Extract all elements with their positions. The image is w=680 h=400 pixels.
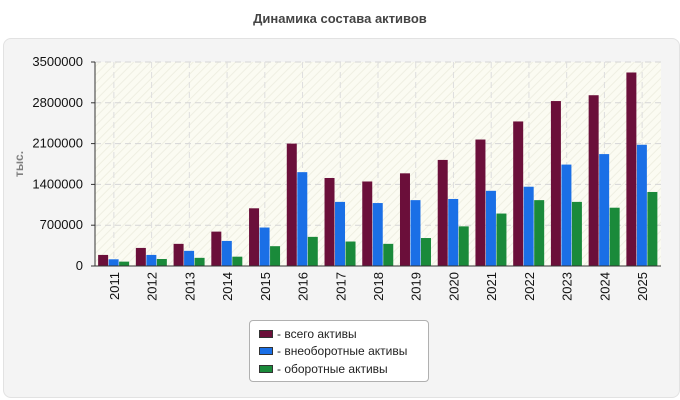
legend-item: - внеоборотные активы — [259, 343, 428, 361]
legend-label: - всего активы — [277, 326, 357, 341]
bar-2012-s3 — [156, 259, 167, 266]
y-tick-label: 700000 — [40, 217, 83, 232]
chart-title: Динамика состава активов — [253, 11, 427, 26]
bar-2025-s2 — [636, 144, 647, 266]
bar-2015-s1 — [249, 208, 260, 266]
bar-2020-s1 — [437, 159, 448, 266]
bar-2014-s2 — [221, 240, 232, 266]
bar-2016-s1 — [286, 143, 297, 266]
bar-2019-s1 — [399, 173, 410, 266]
bar-2013-s1 — [173, 243, 184, 266]
bar-2025-s1 — [626, 72, 637, 267]
x-tick-label: 2025 — [635, 272, 650, 301]
bar-2016-s2 — [297, 172, 308, 266]
bar-2021-s1 — [475, 139, 486, 266]
legend-item: - всего активы — [259, 325, 428, 343]
x-tick-label: 2017 — [333, 272, 348, 301]
x-tick-label: 2024 — [597, 272, 612, 301]
bar-2018-s2 — [372, 203, 383, 266]
bar-2014-s1 — [211, 231, 222, 266]
x-tick-label: 2011 — [107, 272, 122, 300]
bar-2020-s2 — [448, 198, 459, 266]
bars — [98, 72, 658, 267]
bar-2022-s2 — [523, 186, 534, 266]
bar-2011-s1 — [98, 254, 109, 266]
legend: - всего активы - внеоборотные активы - обо… — [249, 320, 429, 382]
bar-2015-s2 — [259, 227, 270, 266]
bar-2011-s3 — [119, 261, 130, 266]
bar-2018-s3 — [383, 243, 394, 266]
legend-label: - оборотные активы — [277, 361, 388, 376]
x-tick-label: 2012 — [145, 272, 160, 301]
x-tick-label: 2016 — [296, 272, 311, 301]
bar-2022-s3 — [534, 200, 545, 266]
bar-2013-s3 — [194, 257, 205, 266]
x-tick-label: 2014 — [220, 272, 235, 301]
bar-2011-s2 — [108, 259, 119, 266]
x-tick-label: 2018 — [371, 272, 386, 301]
bar-2012-s2 — [146, 254, 157, 266]
y-tick-label: 3500000 — [32, 54, 83, 69]
bar-2023-s2 — [561, 164, 572, 266]
bar-2017-s2 — [335, 201, 346, 266]
bar-2021-s2 — [485, 190, 496, 266]
y-tick-labels: 0 700000 1400000 2100000 2800000 3500000 — [32, 54, 95, 273]
legend-swatch — [259, 329, 273, 338]
bar-2024-s1 — [588, 95, 599, 266]
x-tick-label: 2023 — [560, 272, 575, 301]
x-tick-label: 2019 — [409, 272, 424, 301]
y-tick-label: 2100000 — [32, 136, 83, 151]
bar-2019-s3 — [420, 238, 431, 266]
bar-2015-s3 — [270, 246, 281, 266]
bar-2024-s2 — [599, 154, 610, 266]
legend-swatch — [259, 364, 273, 373]
axes — [94, 62, 661, 267]
bar-2012-s1 — [135, 247, 146, 266]
bar-2023-s1 — [550, 101, 561, 267]
bar-2017-s1 — [324, 177, 335, 266]
x-tick-labels: 2011 2012 2013 2014 2015 2016 2017 2018 2019 2020… — [107, 272, 650, 301]
legend-item: - оборотные активы — [259, 360, 428, 378]
bar-2024-s3 — [609, 207, 620, 266]
bar-2013-s2 — [184, 250, 195, 266]
bar-2020-s3 — [458, 226, 469, 266]
y-tick-label: 2800000 — [32, 95, 83, 110]
x-tick-label: 2022 — [522, 272, 537, 301]
bar-2014-s3 — [232, 256, 243, 266]
bar-2022-s1 — [513, 121, 524, 266]
x-tick-label: 2020 — [446, 272, 461, 301]
x-tick-label: 2013 — [182, 272, 197, 301]
bar-2021-s3 — [496, 213, 507, 266]
legend-swatch — [259, 347, 273, 356]
legend-label: - внеоборотные активы — [277, 344, 408, 359]
y-tick-label: 1400000 — [32, 176, 83, 191]
bar-2019-s2 — [410, 200, 421, 266]
bar-2017-s3 — [345, 241, 356, 266]
bar-2023-s3 — [571, 201, 582, 266]
bar-2018-s1 — [362, 181, 373, 266]
x-tick-label: 2021 — [484, 272, 499, 301]
x-tick-label: 2015 — [258, 272, 273, 301]
y-tick-label: 0 — [76, 258, 83, 273]
bar-2025-s3 — [647, 191, 658, 266]
y-axis-title: тыс. — [12, 151, 26, 177]
bar-2016-s3 — [307, 236, 318, 266]
